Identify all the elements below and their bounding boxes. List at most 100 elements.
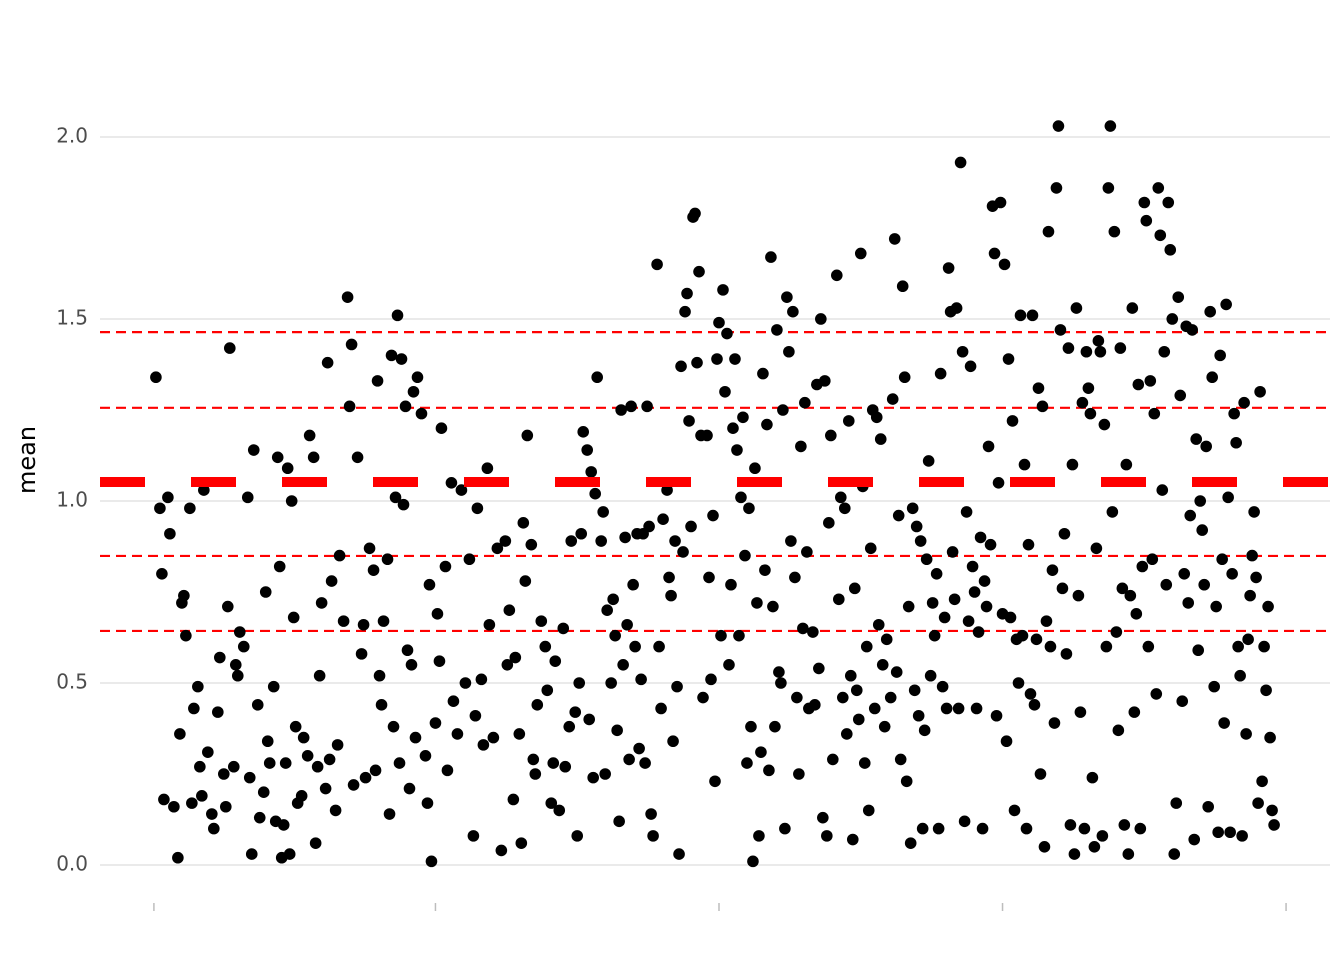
point — [874, 433, 887, 445]
point — [521, 429, 534, 442]
point — [1248, 506, 1260, 518]
point — [980, 600, 993, 613]
point — [1050, 182, 1063, 194]
point — [164, 527, 176, 540]
point — [870, 411, 883, 424]
point — [403, 782, 416, 795]
point — [162, 491, 174, 504]
point — [952, 702, 965, 715]
point — [743, 502, 755, 515]
point — [749, 462, 761, 475]
point — [671, 680, 683, 693]
point — [1262, 600, 1274, 613]
point — [1146, 553, 1159, 566]
point — [283, 848, 296, 860]
point — [757, 367, 769, 380]
point — [932, 822, 945, 835]
point — [936, 680, 949, 693]
point — [535, 615, 548, 627]
point — [1164, 244, 1177, 256]
point — [972, 626, 985, 638]
point — [393, 757, 406, 769]
point — [343, 400, 356, 413]
point — [653, 640, 665, 653]
point — [924, 669, 937, 682]
point — [978, 575, 991, 587]
point — [423, 578, 436, 591]
point — [1256, 775, 1268, 788]
point — [886, 393, 899, 405]
point — [1160, 578, 1173, 591]
point — [1036, 400, 1049, 413]
point — [1190, 433, 1203, 445]
point — [158, 793, 170, 806]
point — [691, 356, 703, 369]
point — [409, 731, 422, 744]
point — [727, 422, 739, 434]
point — [477, 739, 490, 751]
point — [998, 258, 1011, 271]
point — [689, 207, 701, 220]
point — [956, 345, 969, 358]
point — [481, 462, 494, 475]
point — [982, 440, 995, 453]
point — [513, 728, 526, 740]
point — [635, 673, 647, 686]
point — [813, 662, 825, 675]
point — [1096, 830, 1109, 842]
point — [832, 593, 845, 606]
point — [433, 655, 446, 667]
point — [487, 731, 500, 744]
point — [771, 324, 783, 336]
point — [447, 695, 460, 707]
point — [1204, 305, 1216, 318]
point — [1064, 819, 1077, 831]
point — [1230, 436, 1242, 449]
point — [1018, 458, 1031, 471]
point — [769, 720, 781, 733]
point — [1142, 640, 1155, 653]
point — [834, 491, 847, 504]
point — [571, 830, 584, 842]
point — [483, 618, 496, 631]
point — [854, 247, 867, 260]
point — [319, 782, 332, 795]
point — [1192, 644, 1205, 657]
point — [289, 720, 302, 733]
point — [208, 822, 220, 835]
point — [539, 640, 552, 653]
point — [223, 342, 236, 354]
point — [940, 702, 953, 715]
point — [273, 560, 286, 573]
point — [549, 655, 562, 667]
point — [1080, 345, 1093, 358]
point — [341, 291, 354, 303]
point — [1214, 349, 1226, 362]
point — [541, 684, 554, 697]
y-tick-label: 2.0 — [56, 123, 88, 147]
point — [519, 575, 532, 587]
point — [765, 251, 777, 263]
point — [1208, 680, 1220, 693]
point — [1210, 600, 1222, 613]
point — [731, 444, 743, 456]
point — [617, 658, 629, 671]
point — [657, 513, 669, 525]
point — [595, 535, 607, 547]
point — [799, 396, 811, 409]
point — [703, 571, 715, 584]
point — [1140, 214, 1153, 227]
point — [241, 491, 254, 504]
point — [1238, 396, 1250, 409]
point — [1134, 822, 1147, 835]
point — [767, 600, 779, 613]
point — [860, 640, 873, 653]
point — [914, 535, 927, 547]
point — [321, 356, 334, 369]
point — [643, 520, 655, 533]
point — [387, 720, 400, 733]
point — [709, 775, 721, 788]
point — [359, 771, 372, 784]
point — [677, 546, 689, 558]
